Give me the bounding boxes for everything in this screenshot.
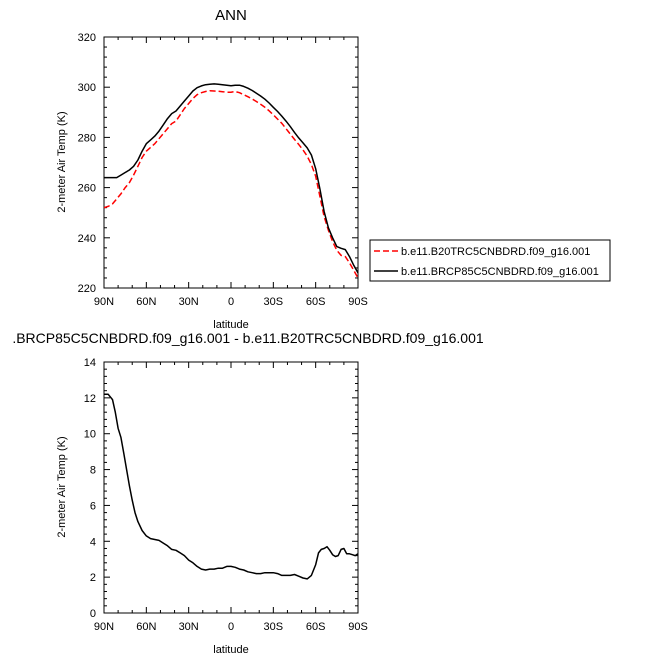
bottom-y-tick-label: 6: [90, 500, 96, 512]
bottom-y-tick-label: 8: [90, 465, 96, 477]
top-x-tick-label: 60S: [306, 296, 326, 308]
legend-label-1: b.e11.BRCP85C5CNBDRD.f09_g16.001: [401, 266, 599, 278]
top-chart-title: ANN: [215, 7, 247, 24]
top-x-tick-label: 90N: [94, 296, 114, 308]
bottom-x-tick-label: 60N: [136, 621, 156, 633]
legend-label-0: b.e11.B20TRC5CNBDRD.f09_g16.001: [401, 246, 590, 258]
bottom-chart-title: .BRCP85C5CNBDRD.f09_g16.001 - b.e11.B20T…: [12, 330, 484, 346]
bottom-chart-series: [104, 393, 359, 580]
top-y-tick-label: 220: [78, 283, 96, 295]
top-chart: ANN latitude 2-meter Air Temp (K) 90N 60N…: [56, 7, 611, 331]
bottom-chart-axes: 90N 60N 30N 0 30S 60S 90S 0 2 4 6 8 10 12 14: [84, 357, 368, 633]
bottom-x-tick-label: 60S: [306, 621, 326, 633]
bottom-x-tick-label: 90N: [94, 621, 114, 633]
bottom-chart: .BRCP85C5CNBDRD.f09_g16.001 - b.e11.B20T…: [12, 330, 484, 656]
top-x-tick-label: 30S: [264, 296, 284, 308]
top-chart-series: [103, 83, 359, 279]
top-x-tick-label: 60N: [136, 296, 156, 308]
top-x-tick-label: 0: [228, 296, 234, 308]
top-y-tick-label: 260: [78, 183, 96, 195]
top-chart-legend: b.e11.B20TRC5CNBDRD.f09_g16.001 b.e11.BRC…: [369, 239, 611, 282]
top-y-tick-label: 300: [78, 82, 96, 94]
top-y-tick-label: 320: [78, 32, 96, 44]
bottom-y-tick-label: 12: [84, 393, 96, 405]
top-chart-xlabel: latitude: [213, 319, 248, 331]
bottom-y-tick-label: 14: [84, 357, 96, 369]
legend-box: [369, 239, 611, 282]
top-x-tick-label: 30N: [179, 296, 199, 308]
bottom-x-tick-label: 90S: [348, 621, 368, 633]
bottom-y-tick-label: 4: [90, 536, 96, 548]
bottom-chart-xlabel: latitude: [213, 644, 248, 656]
top-series-line-1: [104, 83, 359, 274]
bottom-chart-frame: [103, 361, 359, 614]
bottom-y-tick-label: 2: [90, 572, 96, 584]
bottom-x-tick-label: 30S: [264, 621, 284, 633]
bottom-x-tick-label: 30N: [179, 621, 199, 633]
bottom-series-line-0: [104, 393, 359, 580]
top-chart-axes: 90N 60N 30N 0 30S 60S 90S 220 240 260 280 300 320: [78, 32, 368, 308]
top-x-tick-label: 90S: [348, 296, 368, 308]
bottom-x-tick-label: 0: [228, 621, 234, 633]
top-series-line-0: [103, 89, 359, 279]
top-chart-frame: [103, 36, 359, 289]
bottom-y-tick-label: 10: [84, 429, 96, 441]
top-y-tick-label: 240: [78, 233, 96, 245]
bottom-chart-ylabel: 2-meter Air Temp (K): [56, 436, 68, 537]
bottom-y-tick-label: 0: [90, 608, 96, 620]
top-y-tick-label: 280: [78, 132, 96, 144]
top-chart-ylabel: 2-meter Air Temp (K): [56, 111, 68, 212]
